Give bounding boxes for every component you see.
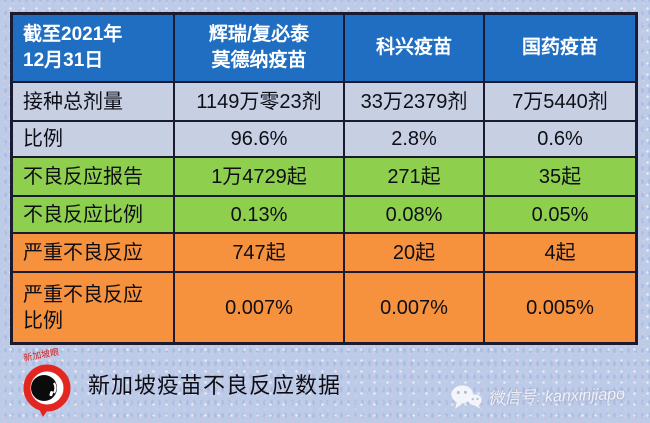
serious-adverse-sinovac: 20起 bbox=[345, 234, 483, 271]
wechat-watermark: 微信号: kanxinjiapo bbox=[450, 378, 626, 411]
sinopharm-header-label: 国药疫苗 bbox=[521, 37, 598, 59]
total-doses-sinovac: 33万2379剂 bbox=[345, 83, 483, 120]
serious-adverse-pfizer: 747起 bbox=[175, 234, 343, 271]
adverse-rate-sinovac: 0.08% bbox=[345, 197, 483, 232]
row-label-serious-rate: 严重不良反应 比例 bbox=[13, 273, 173, 342]
adverse-reports-sinovac: 271起 bbox=[345, 158, 483, 195]
pfizer-header-line2: 莫德纳疫苗 bbox=[211, 50, 307, 71]
xinjiapoyan-logo: 新加坡眼 bbox=[22, 348, 71, 417]
sinovac-header-label: 科兴疫苗 bbox=[375, 37, 452, 59]
total-doses-pfizer: 1149万零23剂 bbox=[175, 83, 343, 120]
proportion-sinopharm: 0.6% bbox=[485, 122, 635, 156]
col-header-sinopharm: 国药疫苗 bbox=[485, 15, 635, 81]
adverse-rate-pfizer: 0.13% bbox=[175, 197, 343, 232]
row-label-adverse-rate: 不良反应比例 bbox=[13, 197, 173, 232]
row-label-serious-adverse: 严重不良反应 bbox=[13, 234, 173, 271]
proportion-pfizer: 96.6% bbox=[175, 122, 343, 156]
serious-rate-sinovac: 0.007% bbox=[345, 273, 483, 342]
row-label-adverse-reports: 不良反应报告 bbox=[13, 158, 173, 195]
table-caption: 新加坡疫苗不良反应数据 bbox=[88, 373, 342, 398]
serious-adverse-sinopharm: 4起 bbox=[485, 234, 635, 271]
serious-rate-label-line1: 严重不良反应 bbox=[23, 283, 143, 306]
corner-date-line2: 12月31日 bbox=[23, 50, 104, 71]
total-doses-sinopharm: 7万5440剂 bbox=[485, 83, 635, 120]
wechat-icon bbox=[451, 385, 482, 409]
table-corner-date-header: 截至2021年 12月31日 bbox=[13, 15, 173, 81]
pfizer-header-line1: 辉瑞/复必泰 bbox=[208, 24, 310, 46]
logo-face-mark-2 bbox=[49, 391, 54, 397]
col-header-pfizer-moderna: 辉瑞/复必泰 莫德纳疫苗 bbox=[175, 15, 343, 81]
serious-rate-sinopharm: 0.005% bbox=[485, 273, 635, 342]
wechat-id-text: 微信号: kanxinjiapo bbox=[487, 385, 626, 408]
adverse-rate-sinopharm: 0.05% bbox=[485, 197, 635, 232]
adverse-reports-pfizer: 1万4729起 bbox=[175, 158, 343, 195]
serious-rate-label-line2: 比例 bbox=[23, 309, 63, 332]
col-header-sinovac: 科兴疫苗 bbox=[345, 15, 483, 81]
row-label-proportion: 比例 bbox=[13, 122, 173, 156]
row-label-total-doses: 接种总剂量 bbox=[13, 83, 173, 120]
serious-rate-pfizer: 0.007% bbox=[175, 273, 343, 342]
corner-date-line1: 截至2021年 bbox=[23, 24, 123, 46]
logo-brand-text: 新加坡眼 bbox=[22, 348, 59, 363]
logo-face-mark bbox=[53, 382, 57, 394]
logo-black-circle bbox=[31, 375, 57, 401]
vaccine-adverse-reaction-table: 截至2021年 12月31日 辉瑞/复必泰 莫德纳疫苗 科兴疫苗 国药疫苗 接种… bbox=[10, 12, 638, 345]
proportion-sinovac: 2.8% bbox=[345, 122, 483, 156]
adverse-reports-sinopharm: 35起 bbox=[485, 158, 635, 195]
